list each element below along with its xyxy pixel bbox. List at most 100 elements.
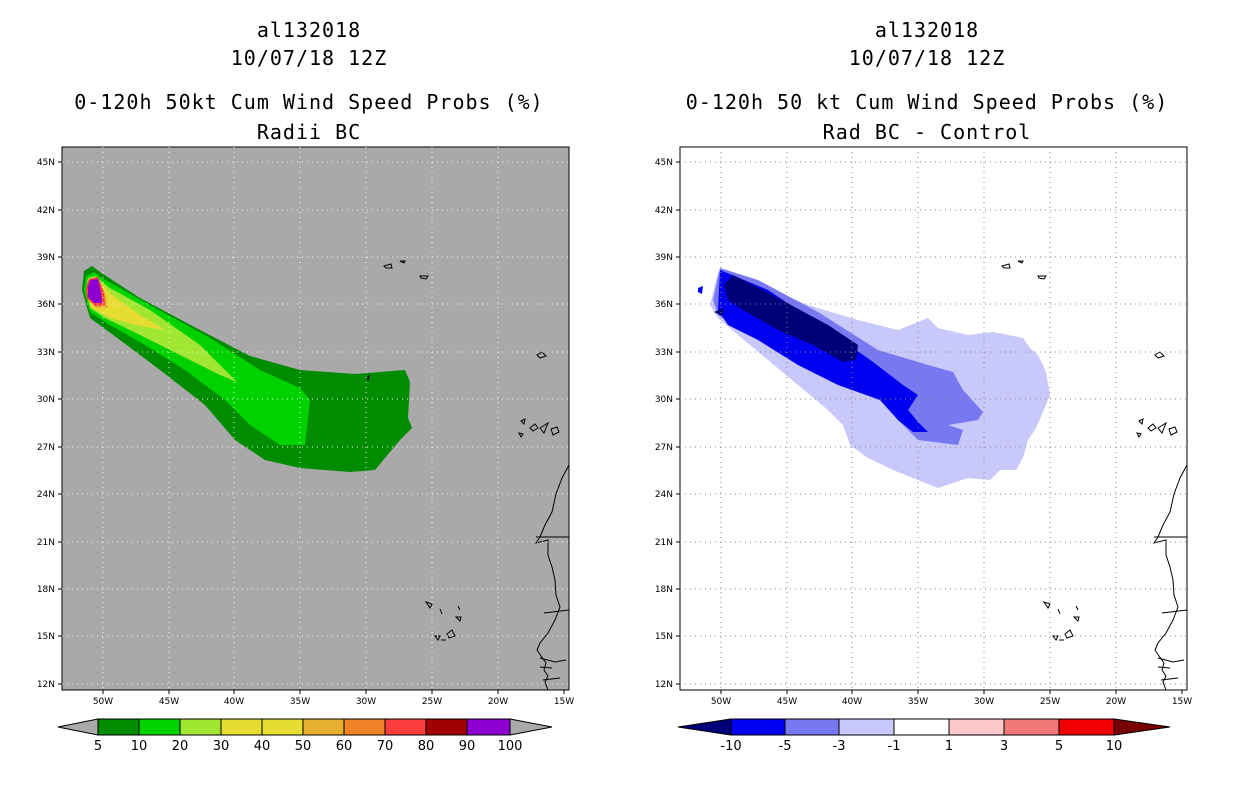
lon-label: 15W — [554, 697, 574, 707]
lon-label: 50W — [93, 697, 113, 707]
lon-label: 35W — [290, 697, 310, 707]
left-map-figure: 45N 42N 39N 36N 33N 30N 27N 24N 21N 18N … — [37, 146, 574, 754]
diff-contour-minus-5-small — [698, 286, 703, 294]
longitude-labels: 50W 45W 40W 35W 30W 25W 20W 15W — [93, 697, 574, 707]
map-subtitle: Rad BC - Control — [822, 120, 1032, 144]
colorbar-over-triangle — [1113, 718, 1171, 736]
colorbar-bin — [784, 718, 840, 736]
lat-label: 39N — [37, 253, 55, 263]
colorbar-label: 70 — [377, 739, 394, 754]
lat-label: 21N — [37, 538, 55, 548]
lat-label: 39N — [655, 253, 673, 263]
diff-contour-minus-10-small — [714, 308, 724, 316]
longitude-labels: 50W 45W 40W 35W 30W 25W 20W 15W — [711, 697, 1192, 707]
colorbar — [57, 718, 553, 736]
colorbar-label: 10 — [131, 739, 148, 754]
colorbar-bin — [1003, 718, 1060, 736]
axis-ticks — [676, 161, 1183, 694]
lat-label: 30N — [37, 395, 55, 405]
lon-label: 25W — [1040, 697, 1060, 707]
colorbar-label: -1 — [888, 739, 901, 754]
lon-label: 35W — [908, 697, 928, 707]
lon-label: 20W — [1106, 697, 1126, 707]
colorbar-label: 20 — [172, 739, 189, 754]
lat-label: 24N — [655, 490, 673, 500]
lat-label: 18N — [37, 585, 55, 595]
colorbar-label: 5 — [94, 739, 102, 754]
colorbar-bin — [425, 718, 468, 736]
colorbar-bin — [948, 718, 1005, 736]
lat-lon-grid — [62, 147, 569, 690]
lat-label: 12N — [37, 680, 55, 690]
colorbar-label: 30 — [213, 739, 230, 754]
colorbar-label: 60 — [336, 739, 353, 754]
map-subtitle: Radii BC — [256, 120, 362, 144]
lon-label: 40W — [842, 697, 862, 707]
colorbar-bin — [384, 718, 427, 736]
lat-label: 45N — [37, 158, 55, 168]
storm-id: al132018 — [874, 18, 980, 42]
map-title: 0-120h 50 kt Cum Wind Speed Probs (%) — [685, 90, 1169, 114]
right-map-figure: 45N 42N 39N 36N 33N 30N 27N 24N 21N 18N … — [655, 146, 1192, 754]
diff-contour-minus-10 — [724, 275, 858, 362]
lon-label: 25W — [422, 697, 442, 707]
colorbar-bin — [893, 718, 950, 736]
colorbar-bin — [138, 718, 181, 736]
prob-contour-30 — [86, 278, 165, 330]
lon-label: 30W — [974, 697, 994, 707]
colorbar-label: 1 — [945, 739, 953, 754]
colorbar-label: 40 — [254, 739, 271, 754]
lat-label: 42N — [655, 206, 673, 216]
lat-label: 12N — [655, 680, 673, 690]
colorbar-bin — [220, 718, 263, 736]
lon-label: 45W — [777, 697, 797, 707]
lat-label: 27N — [655, 443, 673, 453]
lat-label: 30N — [655, 395, 673, 405]
colorbar-bin — [302, 718, 345, 736]
lat-label: 42N — [37, 206, 55, 216]
lon-label: 30W — [356, 697, 376, 707]
lat-label: 15N — [655, 632, 673, 642]
lon-label: 45W — [159, 697, 179, 707]
lat-label: 27N — [37, 443, 55, 453]
colorbar-bin — [97, 718, 140, 736]
colorbar-under-triangle — [57, 718, 99, 736]
storm-id: al132018 — [256, 18, 362, 42]
axis-ticks — [58, 161, 565, 694]
colorbar-label: 3 — [1000, 739, 1008, 754]
prob-contour-90 — [88, 279, 102, 303]
colorbar-bin — [1058, 718, 1115, 736]
map-title: 0-120h 50kt Cum Wind Speed Probs (%) — [74, 90, 544, 114]
colorbar-label: 80 — [418, 739, 435, 754]
colorbar-label: 100 — [498, 739, 523, 754]
lat-label: 33N — [655, 348, 673, 358]
colorbar-under-triangle — [677, 718, 732, 736]
lat-lon-grid — [680, 147, 1187, 690]
lat-label: 36N — [655, 300, 673, 310]
colorbar-bin — [261, 718, 304, 736]
colorbar-label: -10 — [720, 739, 741, 754]
latitude-labels: 45N 42N 39N 36N 33N 30N 27N 24N 21N 18N … — [655, 158, 673, 690]
lat-label: 24N — [37, 490, 55, 500]
coastline — [366, 260, 570, 691]
lat-label: 33N — [37, 348, 55, 358]
colorbar-labels: 5 10 20 30 40 50 60 70 80 90 100 — [94, 739, 523, 754]
lat-label: 21N — [655, 538, 673, 548]
forecast-datetime: 10/07/18 12Z — [848, 46, 1006, 70]
colorbar-bin — [466, 718, 511, 736]
colorbar-bin — [179, 718, 222, 736]
left-map-panel: al132018 10/07/18 12Z 0-120h 50kt Cum Wi… — [37, 18, 574, 754]
colorbar-label: 90 — [459, 739, 476, 754]
lat-label: 36N — [37, 300, 55, 310]
lon-label: 20W — [488, 697, 508, 707]
colorbar-label: 10 — [1106, 739, 1123, 754]
colorbar-label: 5 — [1055, 739, 1063, 754]
colorbar-label: 50 — [295, 739, 312, 754]
latitude-labels: 45N 42N 39N 36N 33N 30N 27N 24N 21N 18N … — [37, 158, 55, 690]
colorbar-over-triangle — [509, 718, 553, 736]
lon-label: 50W — [711, 697, 731, 707]
lat-label: 15N — [37, 632, 55, 642]
lat-label: 45N — [655, 158, 673, 168]
colorbar-label: -3 — [833, 739, 846, 754]
lat-label: 18N — [655, 585, 673, 595]
